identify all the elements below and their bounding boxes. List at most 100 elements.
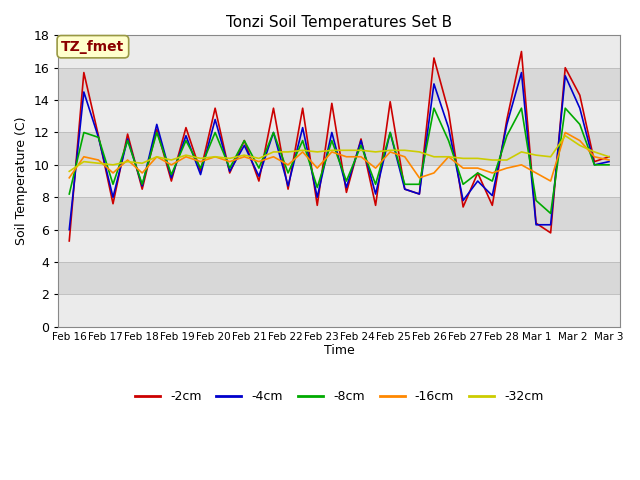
-4cm (591, 162, 598, 168)
-8cm (357, 143, 365, 148)
-8cm (342, 178, 350, 184)
Text: TZ_fmet: TZ_fmet (61, 40, 125, 54)
-16cm (576, 138, 584, 144)
-4cm (415, 191, 423, 197)
-2cm (255, 178, 263, 184)
-16cm (80, 154, 88, 160)
-32cm (460, 156, 467, 161)
-8cm (153, 130, 161, 135)
-8cm (415, 181, 423, 187)
-32cm (299, 147, 307, 153)
-16cm (605, 157, 613, 163)
-8cm (255, 165, 263, 171)
-16cm (445, 154, 452, 160)
-8cm (503, 133, 511, 139)
-2cm (124, 131, 131, 137)
-4cm (445, 125, 452, 131)
-32cm (561, 133, 569, 139)
-8cm (401, 181, 408, 187)
-4cm (547, 222, 554, 228)
-2cm (401, 186, 408, 192)
-4cm (138, 183, 146, 189)
-16cm (196, 159, 204, 165)
-2cm (342, 190, 350, 195)
-8cm (124, 138, 131, 144)
-2cm (576, 92, 584, 98)
-16cm (547, 178, 554, 184)
-32cm (357, 147, 365, 153)
-16cm (153, 154, 161, 160)
-4cm (124, 136, 131, 142)
-32cm (314, 149, 321, 155)
-2cm (299, 105, 307, 111)
-8cm (518, 105, 525, 111)
-2cm (284, 186, 292, 192)
-16cm (211, 154, 219, 160)
-8cm (269, 130, 277, 135)
X-axis label: Time: Time (324, 345, 355, 358)
-16cm (138, 170, 146, 176)
-32cm (153, 154, 161, 160)
-16cm (415, 175, 423, 180)
-2cm (168, 178, 175, 184)
-4cm (474, 178, 481, 184)
-32cm (430, 154, 438, 160)
-32cm (168, 157, 175, 163)
-16cm (255, 159, 263, 165)
-2cm (430, 55, 438, 61)
-8cm (372, 181, 380, 187)
-4cm (95, 134, 102, 140)
-16cm (357, 154, 365, 160)
-2cm (445, 108, 452, 114)
-8cm (168, 172, 175, 178)
-2cm (460, 204, 467, 210)
-32cm (255, 156, 263, 161)
-32cm (269, 149, 277, 155)
-16cm (372, 165, 380, 171)
-16cm (95, 157, 102, 163)
Line: -4cm: -4cm (69, 72, 609, 229)
Line: -2cm: -2cm (69, 51, 609, 241)
-8cm (138, 181, 146, 187)
-2cm (226, 170, 234, 176)
-2cm (241, 138, 248, 144)
-32cm (591, 149, 598, 155)
-2cm (415, 191, 423, 197)
-8cm (328, 138, 335, 144)
-32cm (415, 149, 423, 155)
-4cm (561, 73, 569, 79)
-2cm (196, 168, 204, 174)
-32cm (196, 156, 204, 161)
-2cm (109, 201, 117, 206)
-8cm (547, 211, 554, 216)
-32cm (532, 152, 540, 158)
-8cm (80, 130, 88, 135)
Bar (58, 100, 620, 132)
-2cm (95, 133, 102, 139)
-4cm (226, 168, 234, 174)
-8cm (605, 162, 613, 168)
-16cm (430, 170, 438, 176)
Bar (58, 132, 620, 165)
-16cm (124, 157, 131, 163)
-2cm (182, 125, 190, 131)
-32cm (372, 149, 380, 155)
-32cm (342, 147, 350, 153)
-4cm (269, 130, 277, 135)
Bar (58, 165, 620, 197)
Bar (58, 262, 620, 294)
Bar (58, 68, 620, 100)
-32cm (576, 143, 584, 148)
-2cm (488, 203, 496, 208)
-2cm (314, 203, 321, 208)
-4cm (430, 81, 438, 87)
-4cm (211, 117, 219, 122)
-32cm (518, 149, 525, 155)
Y-axis label: Soil Temperature (C): Soil Temperature (C) (15, 117, 28, 245)
-4cm (182, 133, 190, 139)
-8cm (182, 138, 190, 144)
-16cm (314, 165, 321, 171)
-2cm (153, 126, 161, 132)
-16cm (65, 175, 73, 180)
-32cm (80, 159, 88, 165)
